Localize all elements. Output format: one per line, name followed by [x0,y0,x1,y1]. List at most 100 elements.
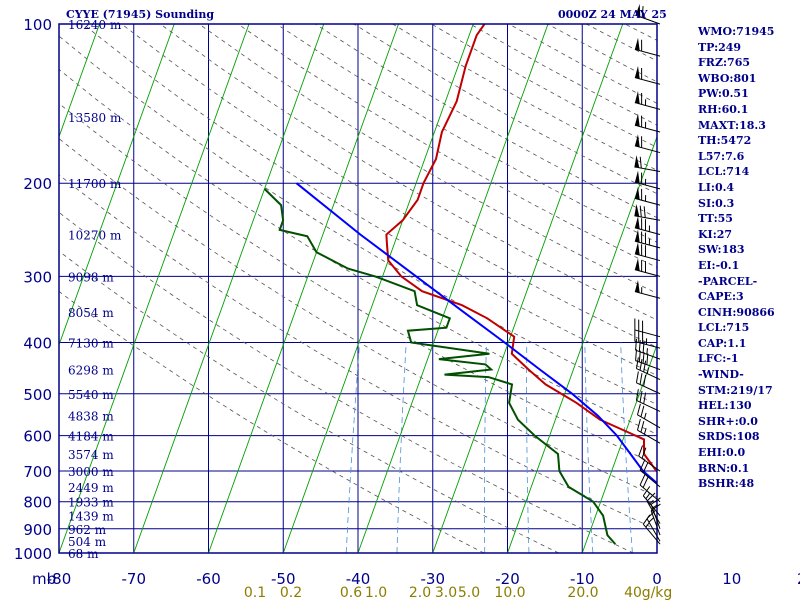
index-item: SHR+:0.0 [698,414,758,428]
temperature-tick-label: 20 [797,570,800,588]
wind-barb [634,279,661,299]
wind-barb-staff [634,340,661,349]
wind-barb-full [640,421,645,433]
wind-barb [642,514,661,545]
mixing-ratio-label: g/kg [642,585,673,600]
isotherm-line [208,24,399,553]
wind-barb-flag [634,170,640,184]
wind-barb-flag [634,216,640,230]
temperature-tick-label: -60 [196,570,221,588]
dry-adiabat [82,24,657,376]
dry-adiabat [59,250,559,553]
wind-barb [634,216,661,235]
wind-barb [639,474,661,503]
mixing-ratio-label: 3.0 [435,585,457,600]
wind-barb [639,459,661,488]
temperature-profile [385,24,657,473]
wind-barb-staff [650,510,661,536]
index-item: CAP:1.1 [698,336,747,350]
wind-barb-full [635,338,638,351]
wind-barb [635,371,661,395]
wind-barb-staff [642,523,661,545]
dry-adiabat [59,211,634,553]
wind-barb-full [638,340,641,352]
pressure-tick-label: 700 [23,463,52,481]
wind-barb-staff [637,429,661,444]
wind-barb-full [642,514,651,525]
wind-barb-full [642,477,649,488]
wind-barb [634,91,661,110]
wind-barb [634,37,661,57]
temperature-tick-label: -70 [122,570,147,588]
wind-barb-staff [637,414,661,429]
indices-panel: WMO:71945 TP:249 FRZ:765 WBO:801 PW:0.51 RH:6… [698,24,798,492]
wind-barb [650,497,661,529]
wind-barb-full [635,371,639,383]
index-item: -WIND- [698,368,744,382]
wind-barb-staff [634,181,661,190]
wind-barb-half [643,412,647,419]
wind-barb-staff [634,240,661,249]
wind-barb-flag [634,186,640,200]
mixing-ratio-line [345,342,360,553]
index-item: MAXT:18.3 [698,118,766,132]
height-label: 4838 m [68,410,114,424]
height-label: 1439 m [68,510,114,524]
mixing-ratio-label: 0.2 [280,585,302,600]
mixing-ratio-label: 20.0 [567,585,598,600]
height-label: 6298 m [68,364,114,378]
wind-barb-staff [636,399,661,412]
height-label: 3000 m [68,465,114,479]
wind-barb [635,357,661,380]
wind-barb-full [639,358,643,371]
wind-barb-full [639,373,643,385]
index-item: LI:0.4 [698,180,735,194]
index-item: SW:183 [698,243,745,257]
plot-area [59,24,657,553]
wind-barb-full [639,156,642,169]
wind-barb-half [643,428,647,435]
wind-barb-full [642,462,649,473]
wind-barb-staff [634,48,661,57]
wind-barb [634,113,661,133]
wind-barb-half [652,504,658,509]
wind-barb-flag [634,65,640,79]
index-item: WBO:801 [698,71,757,85]
index-item: EI:-0.1 [698,258,740,272]
mixing-ratio-label: 0.1 [244,585,266,600]
wind-barb [650,503,661,536]
index-item: KI:27 [698,227,733,241]
height-label: 5540 m [68,388,114,402]
mixing-ratio-label: 2.0 [409,585,431,600]
wind-barb-staff [634,77,661,85]
wind-barb-full [646,353,649,365]
wind-barb [635,389,661,412]
dry-adiabat [59,68,657,435]
height-label: 8054 m [68,306,114,320]
index-item: BRN:0.1 [698,461,750,475]
wind-barb-flag [634,91,640,104]
station-title: CYYE (71945) Sounding [66,8,215,21]
temperature-tick-label: 10 [722,570,741,588]
mixing-ratio-label: 5.0 [458,585,480,600]
wind-barb-staff [634,197,661,206]
height-label: 1933 m [68,496,114,510]
wind-barb-flag [634,37,640,51]
wind-barb-full [650,497,661,505]
wind-barb-full [643,392,647,404]
wind-barb-flag [634,242,640,256]
isotherm-line [432,24,624,553]
wind-barb-full [636,403,641,415]
wind-barb-full [638,445,644,457]
wind-barb-full [642,351,645,364]
isotherm-line [59,24,175,347]
wind-barb-staff [650,504,661,529]
index-item: CINH:90866 [698,305,775,319]
mixing-ratio-label: 10.0 [494,585,525,600]
sounding-time: 0000Z 24 MAY 25 [558,8,667,21]
wind-barb-staff [634,227,661,235]
index-item: TT:55 [698,212,733,226]
wind-barb-full [636,419,641,431]
index-item: STM:219/17 [698,383,773,397]
wind-barb-staff [638,455,661,472]
